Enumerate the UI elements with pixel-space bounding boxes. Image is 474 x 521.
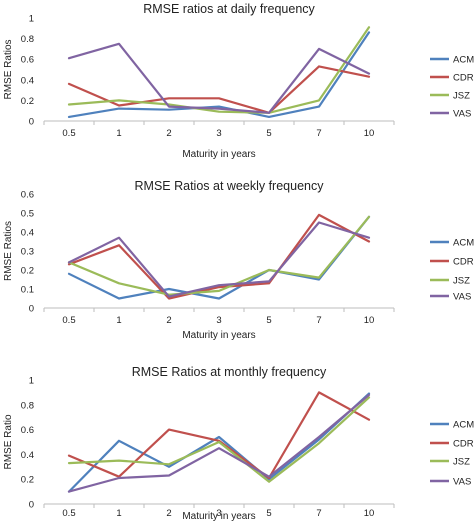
y-tick-label: 0 [29,304,34,315]
y-tick-label: 1 [29,14,34,25]
x-tick-label: 0.5 [62,315,75,326]
y-tick-label: 0.6 [21,425,34,436]
y-axis-label: RMSE Ratios [3,39,14,99]
x-tick-label: 10 [364,508,375,519]
y-tick-label: 0 [29,500,34,511]
chart-title: RMSE Ratios at monthly frequency [132,365,327,379]
y-tick-label: 0.4 [21,75,34,86]
x-tick-label: 0.5 [62,508,75,519]
legend-label-acm: ACM [453,420,474,431]
legend-label-acm: ACM [453,238,474,249]
legend-label-jsz: JSZ [453,276,470,287]
x-tick-label: 10 [364,315,375,326]
y-tick-label: 0.2 [21,475,34,486]
chart-3: RMSE Ratios at monthly frequency 0 0.2 0.4 0… [3,365,474,521]
legend-label-vas: VAS [453,292,471,303]
x-tick-label: 10 [364,128,375,139]
series-line-vas [67,393,371,493]
x-tick-label: 1 [116,315,121,326]
y-tick-label: 1 [29,376,34,387]
legend-label-jsz: JSZ [453,457,470,468]
x-tick-label: 2 [166,315,171,326]
chart-title: RMSE ratios at daily frequency [143,2,315,16]
chart-1: RMSE ratios at daily frequency 0 0.2 0.4 0.6… [3,2,474,160]
x-tick-label: 5 [266,315,271,326]
x-axis-label: Maturity in years [182,330,255,341]
x-tick-label: 0.5 [62,128,75,139]
y-tick-label: 0.5 [21,209,34,220]
legend-label-jsz: JSZ [453,91,470,102]
y-axis-label: RMSE Ratios [3,221,14,281]
x-tick-label: 5 [266,128,271,139]
legend-label-cdr: CDR [453,73,474,84]
y-tick-label: 0 [29,117,34,128]
legend-label-cdr: CDR [453,257,474,268]
x-tick-label: 1 [116,508,121,519]
legend-label-cdr: CDR [453,439,474,450]
series-line-acm [67,215,371,300]
chart-title: RMSE Ratios at weekly frequency [135,179,325,193]
series-line-jsz [67,396,371,483]
x-axis-label: Maturity in years [182,149,255,160]
x-tick-label: 5 [266,508,271,519]
series-line-jsz [67,215,371,296]
legend-label-acm: ACM [453,55,474,66]
x-tick-label: 7 [316,128,321,139]
legend-label-vas: VAS [453,477,471,488]
x-tick-label: 3 [216,315,221,326]
y-tick-label: 0.1 [21,285,34,296]
series-line-acm [67,31,371,119]
y-tick-label: 0.8 [21,400,34,411]
y-axis-label: RMSE Ratio [3,414,14,469]
series-line-cdr [67,213,371,300]
x-tick-label: 7 [316,315,321,326]
x-tick-label: 1 [116,128,121,139]
x-tick-label: 3 [216,128,221,139]
legend-label-vas: VAS [453,109,471,120]
chart-2: RMSE Ratios at weekly frequency 0 0.1 0.2 0.… [3,179,474,341]
y-tick-label: 0.2 [21,266,34,277]
y-tick-label: 0.8 [21,34,34,45]
x-tick-label: 3 [216,508,221,519]
series-line-vas [67,221,371,298]
x-tick-label: 7 [316,508,321,519]
y-tick-label: 0.2 [21,96,34,107]
y-tick-label: 0.4 [21,450,34,461]
series-line-acm [67,392,371,493]
x-axis-label: Maturity in years [182,511,255,521]
y-tick-label: 0.4 [21,228,34,239]
x-tick-label: 2 [166,128,171,139]
series-line-cdr [67,65,371,114]
series-line-vas [67,42,371,114]
y-tick-label: 0.6 [21,190,34,201]
y-tick-label: 0.6 [21,55,34,66]
y-tick-label: 0.3 [21,247,34,258]
x-tick-label: 2 [166,508,171,519]
series-line-jsz [67,26,371,114]
series-line-cdr [67,391,371,480]
